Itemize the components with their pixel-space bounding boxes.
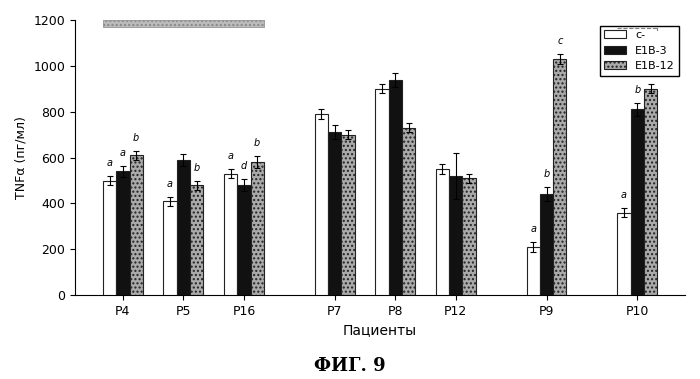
Text: d: d bbox=[241, 161, 247, 171]
Bar bbox=[176, 160, 190, 295]
Text: b: b bbox=[133, 133, 139, 143]
Bar bbox=[116, 171, 130, 295]
Bar bbox=[389, 80, 402, 295]
Bar bbox=[553, 59, 566, 295]
Bar bbox=[463, 178, 476, 295]
Bar bbox=[328, 132, 342, 295]
Bar bbox=[617, 213, 631, 295]
Bar bbox=[251, 162, 264, 295]
Bar bbox=[342, 135, 355, 295]
Text: a: a bbox=[621, 190, 627, 200]
Bar bbox=[103, 180, 116, 295]
Bar bbox=[375, 89, 389, 295]
Text: b: b bbox=[648, 66, 654, 76]
Bar bbox=[190, 185, 203, 295]
Text: a: a bbox=[530, 224, 536, 235]
Text: b: b bbox=[254, 138, 260, 149]
Text: a: a bbox=[228, 151, 234, 161]
Text: b: b bbox=[634, 85, 640, 94]
Bar bbox=[315, 114, 328, 295]
Bar bbox=[540, 194, 553, 295]
X-axis label: Пациенты: Пациенты bbox=[343, 323, 417, 337]
Bar bbox=[224, 174, 237, 295]
Text: a: a bbox=[167, 179, 173, 189]
Bar bbox=[402, 128, 415, 295]
Text: ФИГ. 9: ФИГ. 9 bbox=[314, 357, 386, 375]
Y-axis label: TNFα (пг/мл): TNFα (пг/мл) bbox=[15, 116, 28, 199]
Bar bbox=[237, 185, 251, 295]
Bar bbox=[631, 110, 644, 295]
Text: b: b bbox=[543, 169, 550, 179]
Bar bbox=[130, 155, 143, 295]
Text: c: c bbox=[557, 36, 563, 46]
Bar bbox=[644, 89, 657, 295]
Bar bbox=[163, 201, 176, 295]
Legend: c-, E1B-3, E1B-12: c-, E1B-3, E1B-12 bbox=[600, 25, 680, 75]
FancyBboxPatch shape bbox=[103, 20, 264, 27]
Bar bbox=[449, 176, 463, 295]
Text: b: b bbox=[194, 163, 199, 172]
Text: a: a bbox=[120, 147, 126, 158]
Text: a: a bbox=[106, 158, 113, 168]
Bar bbox=[526, 247, 540, 295]
Bar bbox=[436, 169, 449, 295]
